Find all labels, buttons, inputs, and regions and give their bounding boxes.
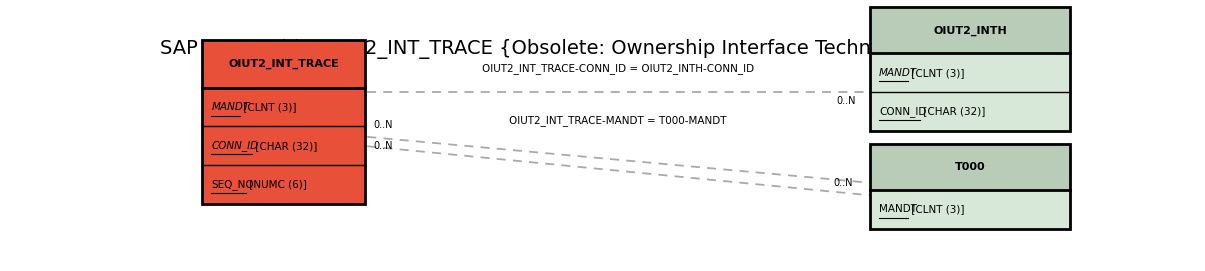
Text: 0..N: 0..N: [372, 141, 393, 151]
Text: MANDT: MANDT: [211, 102, 249, 112]
Text: CONN_ID: CONN_ID: [211, 140, 258, 151]
Text: MANDT: MANDT: [880, 204, 917, 214]
FancyBboxPatch shape: [202, 88, 365, 204]
Text: 0..N: 0..N: [836, 96, 856, 106]
Text: SEQ_NO: SEQ_NO: [211, 179, 254, 190]
Text: [CHAR (32)]: [CHAR (32)]: [919, 106, 984, 116]
Text: SAP ABAP table OIUT2_INT_TRACE {Obsolete: Ownership Interface Technical Trace}: SAP ABAP table OIUT2_INT_TRACE {Obsolete…: [160, 39, 975, 59]
Text: 0..N: 0..N: [834, 178, 853, 188]
Text: OIUT2_INTH: OIUT2_INTH: [933, 25, 1007, 36]
Text: [CLNT (3)]: [CLNT (3)]: [909, 68, 964, 78]
Text: [CLNT (3)]: [CLNT (3)]: [909, 204, 964, 214]
FancyBboxPatch shape: [202, 40, 365, 88]
FancyBboxPatch shape: [870, 53, 1070, 131]
FancyBboxPatch shape: [870, 144, 1070, 190]
Text: MANDT: MANDT: [880, 68, 917, 78]
Text: CONN_ID: CONN_ID: [880, 106, 927, 117]
Text: OIUT2_INT_TRACE-CONN_ID = OIUT2_INTH-CONN_ID: OIUT2_INT_TRACE-CONN_ID = OIUT2_INTH-CON…: [482, 63, 753, 74]
FancyBboxPatch shape: [870, 8, 1070, 53]
Text: T000: T000: [954, 162, 986, 172]
FancyBboxPatch shape: [870, 190, 1070, 229]
Text: OIUT2_INT_TRACE: OIUT2_INT_TRACE: [228, 59, 339, 69]
Text: OIUT2_INT_TRACE-MANDT = T000-MANDT: OIUT2_INT_TRACE-MANDT = T000-MANDT: [509, 115, 727, 126]
Text: [NUMC (6)]: [NUMC (6)]: [246, 179, 307, 189]
Text: 0..N: 0..N: [372, 120, 393, 130]
Text: [CHAR (32)]: [CHAR (32)]: [252, 141, 317, 151]
Text: [CLNT (3)]: [CLNT (3)]: [240, 102, 296, 112]
